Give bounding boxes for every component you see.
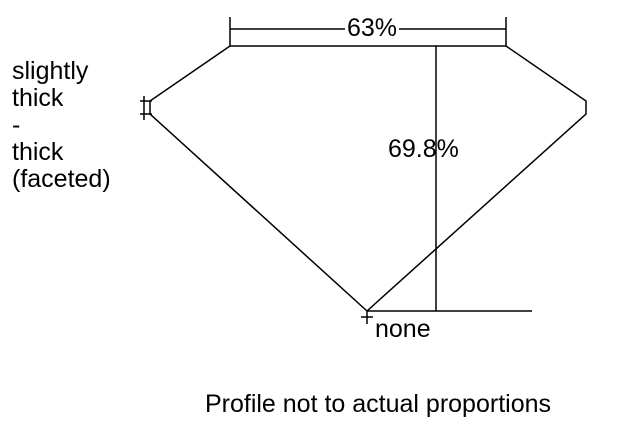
diamond-outline [149,45,587,313]
depth-percentage-label: 69.8% [388,135,459,163]
culet-label: none [375,315,431,343]
girdle-label: slightly thick - thick (faceted) [12,58,111,193]
girdle-line: - [12,111,21,139]
girdle-line: thick [12,138,64,166]
caption: Profile not to actual proportions [204,390,552,418]
girdle-line: thick [12,84,64,112]
girdle-line: slightly [12,57,89,85]
table-percentage-label: 63% [345,14,400,42]
girdle-line: (faceted) [12,165,111,193]
